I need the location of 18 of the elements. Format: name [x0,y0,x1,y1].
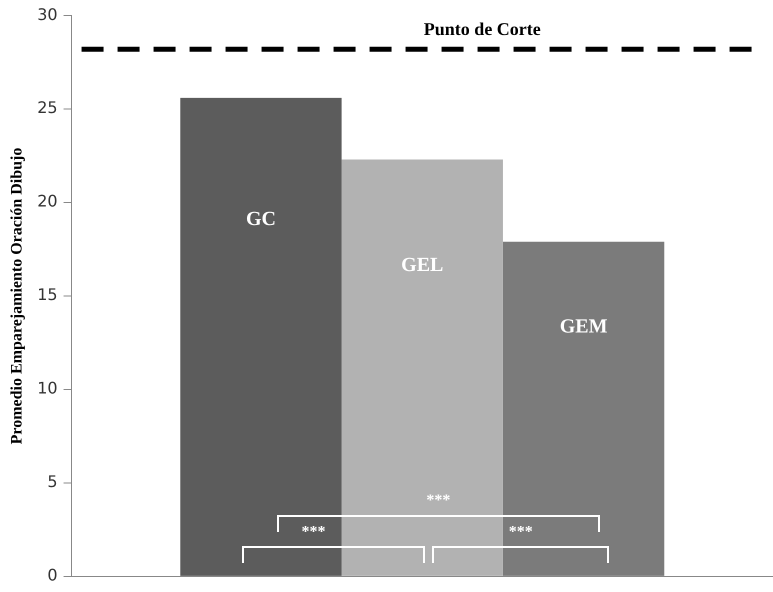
series-label: GEL [401,254,444,276]
annotation: *** [426,492,450,509]
y-tick-label: 20 [37,192,58,211]
y-tick-label: 30 [37,4,58,24]
y-tick-label: 5 [47,472,58,492]
bar [342,160,503,576]
series-label: GEM [560,315,608,338]
y-axis-title: Promedio Emparejamiento Oración Dibujo [8,148,26,444]
annotation: *** [302,524,326,541]
y-tick-label: 15 [37,285,58,304]
bar [502,242,664,576]
annotation: *** [508,524,533,541]
y-tick-label: 10 [37,378,58,398]
series-label: GC [246,208,276,230]
ref-line-label: Punto de Corte [424,18,541,39]
y-tick-label: 25 [37,98,58,118]
bar [180,98,342,576]
y-tick-label: 0 [47,566,58,585]
